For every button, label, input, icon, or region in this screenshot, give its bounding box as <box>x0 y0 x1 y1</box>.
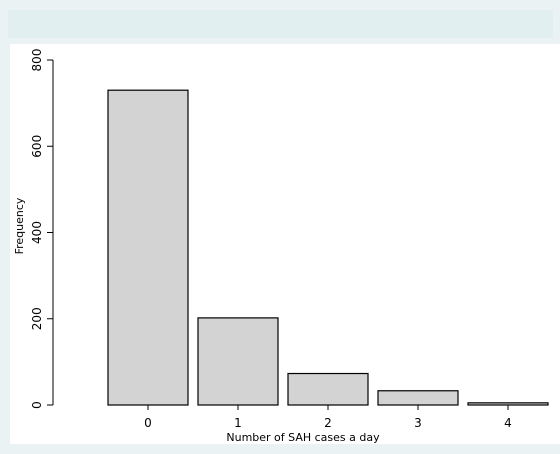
bar-0 <box>107 89 189 406</box>
y-tick-label: 400 <box>30 221 44 244</box>
y-axis-ticks: 0 200 400 600 800 <box>30 49 53 409</box>
y-tick-label: 0 <box>30 401 44 409</box>
y-tick-label: 800 <box>30 49 44 72</box>
bar-3 <box>377 390 459 406</box>
x-axis-title: Number of SAH cases a day <box>226 431 380 444</box>
y-axis-title: Frequency <box>13 197 26 254</box>
x-tick-label: 2 <box>324 416 332 430</box>
bar-2 <box>287 372 369 406</box>
y-tick-label: 600 <box>30 135 44 158</box>
y-tick-label: 200 <box>30 307 44 330</box>
x-tick-label: 4 <box>504 416 512 430</box>
bar-1 <box>197 317 279 406</box>
x-tick-label: 1 <box>234 416 242 430</box>
x-axis-ticks: 0 1 2 3 4 <box>144 405 512 430</box>
top-banner <box>8 10 553 38</box>
plot-background <box>10 44 560 444</box>
x-tick-label: 0 <box>144 416 152 430</box>
bar-4 <box>467 402 549 406</box>
x-tick-label: 3 <box>414 416 422 430</box>
bar-series <box>107 89 549 406</box>
